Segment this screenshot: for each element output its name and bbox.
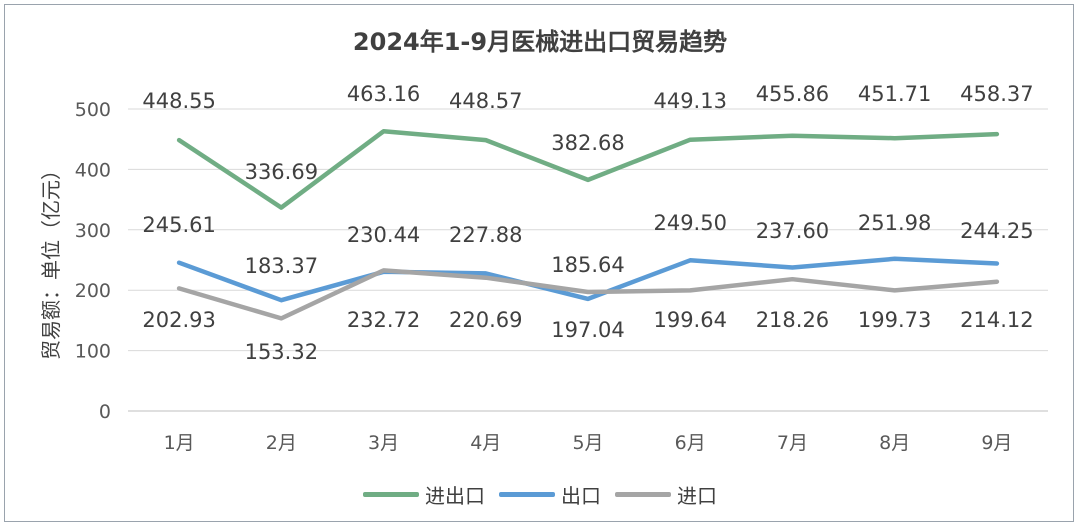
legend-label-import: 进口 [677, 484, 717, 508]
legend-label-export: 出口 [561, 484, 601, 508]
x-tick-label: 6月 [675, 432, 706, 454]
data-label-export: 227.88 [449, 223, 522, 247]
y-tick-label: 400 [75, 159, 111, 181]
legend-swatch-import [615, 492, 671, 497]
x-tick-label: 2月 [266, 432, 297, 454]
x-tick-label: 5月 [572, 432, 603, 454]
data-label-total: 458.37 [960, 82, 1033, 106]
legend-label-total: 进出口 [425, 484, 485, 508]
x-tick-label: 8月 [879, 432, 910, 454]
data-label-import: 153.32 [245, 340, 318, 364]
y-axis-title: 贸易额：单位（亿元） [39, 160, 63, 360]
data-label-total: 448.57 [449, 89, 522, 113]
data-label-import: 218.26 [756, 308, 829, 332]
data-label-total: 451.71 [858, 82, 931, 106]
data-label-export: 230.44 [347, 223, 420, 247]
data-label-total: 382.68 [551, 131, 624, 155]
data-label-import: 199.64 [653, 308, 726, 332]
data-label-import: 202.93 [142, 308, 215, 332]
x-tick-label: 3月 [368, 432, 399, 454]
y-tick-label: 300 [75, 220, 111, 242]
data-label-total: 455.86 [756, 82, 829, 106]
data-label-export: 185.64 [551, 253, 624, 277]
legend-item-total: 进出口 [363, 480, 485, 509]
data-label-export: 249.50 [653, 211, 726, 235]
y-tick-label: 200 [75, 280, 111, 302]
data-label-import: 214.12 [960, 308, 1033, 332]
legend-swatch-export [499, 492, 555, 497]
data-label-total: 336.69 [245, 160, 318, 184]
y-tick-label: 500 [75, 99, 111, 121]
data-label-export: 245.61 [142, 213, 215, 237]
x-tick-label: 9月 [981, 432, 1012, 454]
x-tick-label: 7月 [777, 432, 808, 454]
data-label-total: 448.55 [142, 89, 215, 113]
x-tick-label: 1月 [164, 432, 195, 454]
data-label-import: 199.73 [858, 308, 931, 332]
series-line-total [176, 129, 1000, 210]
data-label-export: 183.37 [245, 254, 318, 278]
legend-swatch-total [363, 492, 419, 497]
legend: 进出口 出口 进口 [0, 480, 1080, 509]
y-tick-label: 100 [75, 341, 111, 363]
data-label-total: 463.16 [347, 82, 420, 106]
data-label-import: 197.04 [551, 318, 624, 342]
legend-item-export: 出口 [499, 480, 601, 509]
data-label-total: 449.13 [653, 89, 726, 113]
chart-title: 2024年1-9月医械进出口贸易趋势 [352, 28, 728, 56]
data-label-export: 244.25 [960, 219, 1033, 243]
series-line-export [176, 256, 1000, 303]
series-line-import [176, 268, 1000, 321]
data-label-export: 237.60 [756, 219, 829, 243]
legend-item-import: 进口 [615, 480, 717, 509]
data-label-import: 232.72 [347, 308, 420, 332]
data-label-export: 251.98 [858, 211, 931, 235]
x-tick-label: 4月 [470, 432, 501, 454]
y-tick-label: 0 [99, 401, 111, 423]
data-label-import: 220.69 [449, 308, 522, 332]
